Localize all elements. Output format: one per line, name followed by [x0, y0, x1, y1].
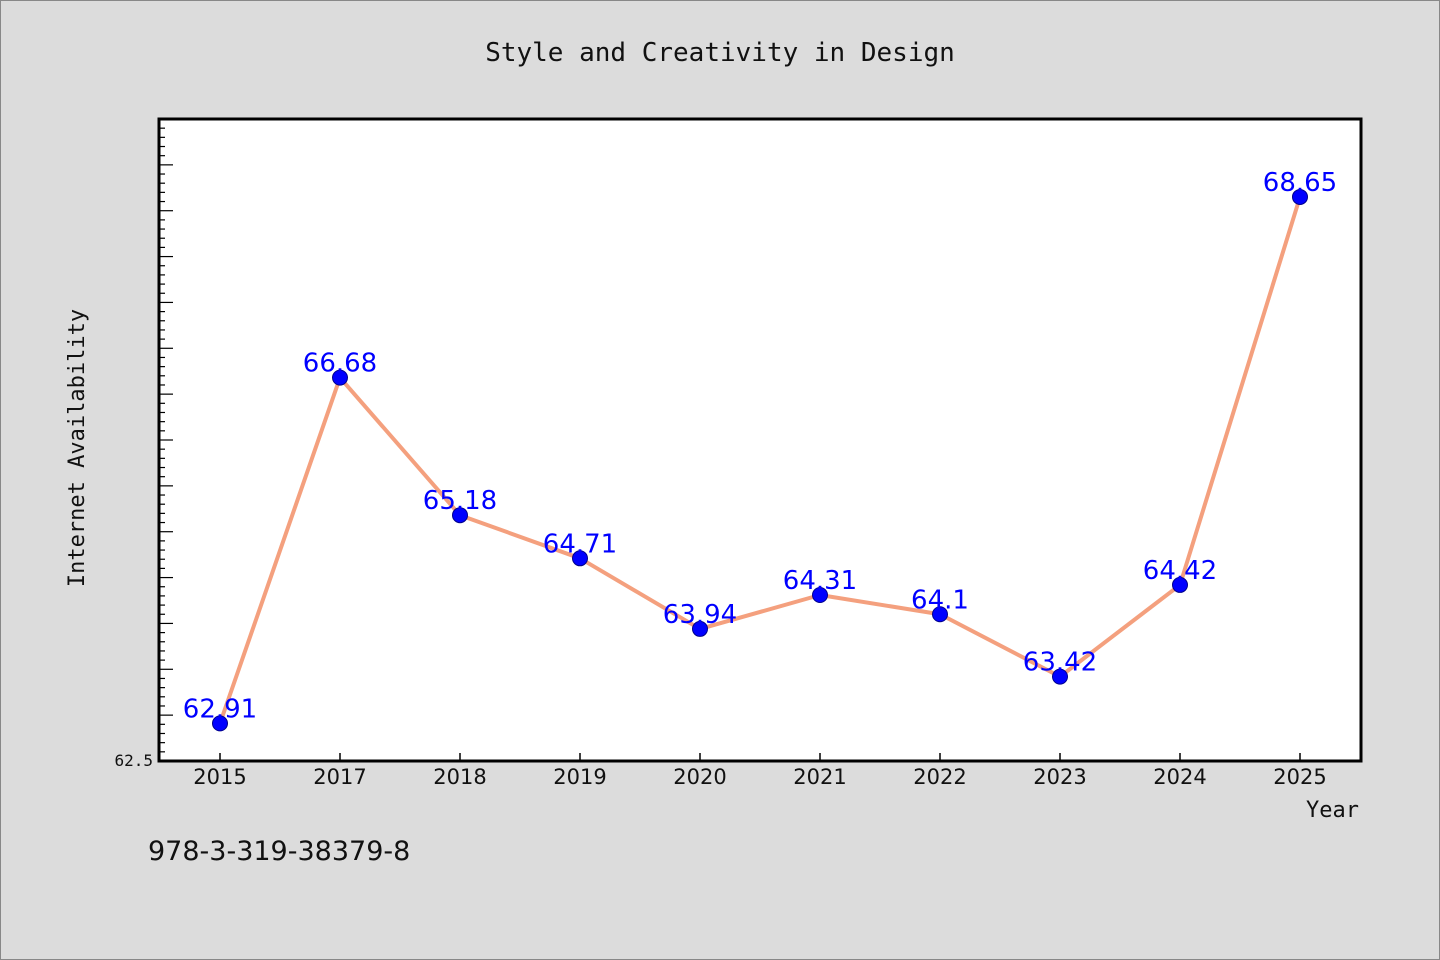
y-tick-label: 62.5 — [114, 751, 153, 770]
data-label: 63.42 — [1023, 648, 1097, 678]
data-label: 64.42 — [1143, 556, 1217, 586]
data-point — [812, 586, 828, 603]
data-point — [1052, 668, 1068, 685]
data-label: 64.31 — [783, 566, 857, 596]
x-tick-label: 2017 — [313, 765, 366, 789]
y-axis-label: Internet Availability — [65, 309, 90, 587]
data-point — [1292, 188, 1308, 205]
data-label: 65.18 — [423, 486, 497, 516]
data-point — [692, 620, 708, 637]
x-tick-label: 2021 — [793, 765, 846, 789]
data-label: 62.91 — [183, 694, 257, 724]
data-label: 64.71 — [543, 529, 617, 559]
series-line — [218, 194, 1302, 726]
x-tick-label: 2020 — [673, 765, 726, 789]
series-line-group: 62.91 66.68 65.18 64.71 63.94 64.31 64.1 63.42 6… — [183, 168, 1337, 732]
x-axis-label: Year — [1306, 798, 1359, 823]
x-tick-label: 2024 — [1153, 765, 1206, 789]
data-point — [452, 507, 468, 524]
data-point — [332, 369, 348, 386]
x-tick-label: 2023 — [1033, 765, 1086, 789]
chart-title: Style and Creativity in Design — [485, 38, 955, 68]
data-label: 63.94 — [663, 600, 737, 630]
x-tick-label: 2025 — [1273, 765, 1326, 789]
data-label: 64.1 — [911, 585, 969, 615]
data-point — [1172, 576, 1188, 593]
data-point — [932, 606, 948, 623]
x-tick-label: 2019 — [553, 765, 606, 789]
data-point — [572, 550, 588, 567]
x-axis-ticks: 2015 2017 2018 2019 2020 2021 2022 2023 2024 2025 — [193, 753, 1327, 789]
plot-area — [157, 117, 1363, 763]
data-label: 66.68 — [303, 349, 377, 379]
isbn-text: 978-3-319-38379-8 — [148, 836, 411, 867]
data-label: 68.65 — [1263, 168, 1337, 198]
y-axis-ticks — [159, 118, 173, 762]
x-tick-label: 2018 — [433, 765, 486, 789]
x-tick-label: 2022 — [913, 765, 966, 789]
data-point — [212, 715, 228, 732]
x-tick-label: 2015 — [193, 765, 246, 789]
